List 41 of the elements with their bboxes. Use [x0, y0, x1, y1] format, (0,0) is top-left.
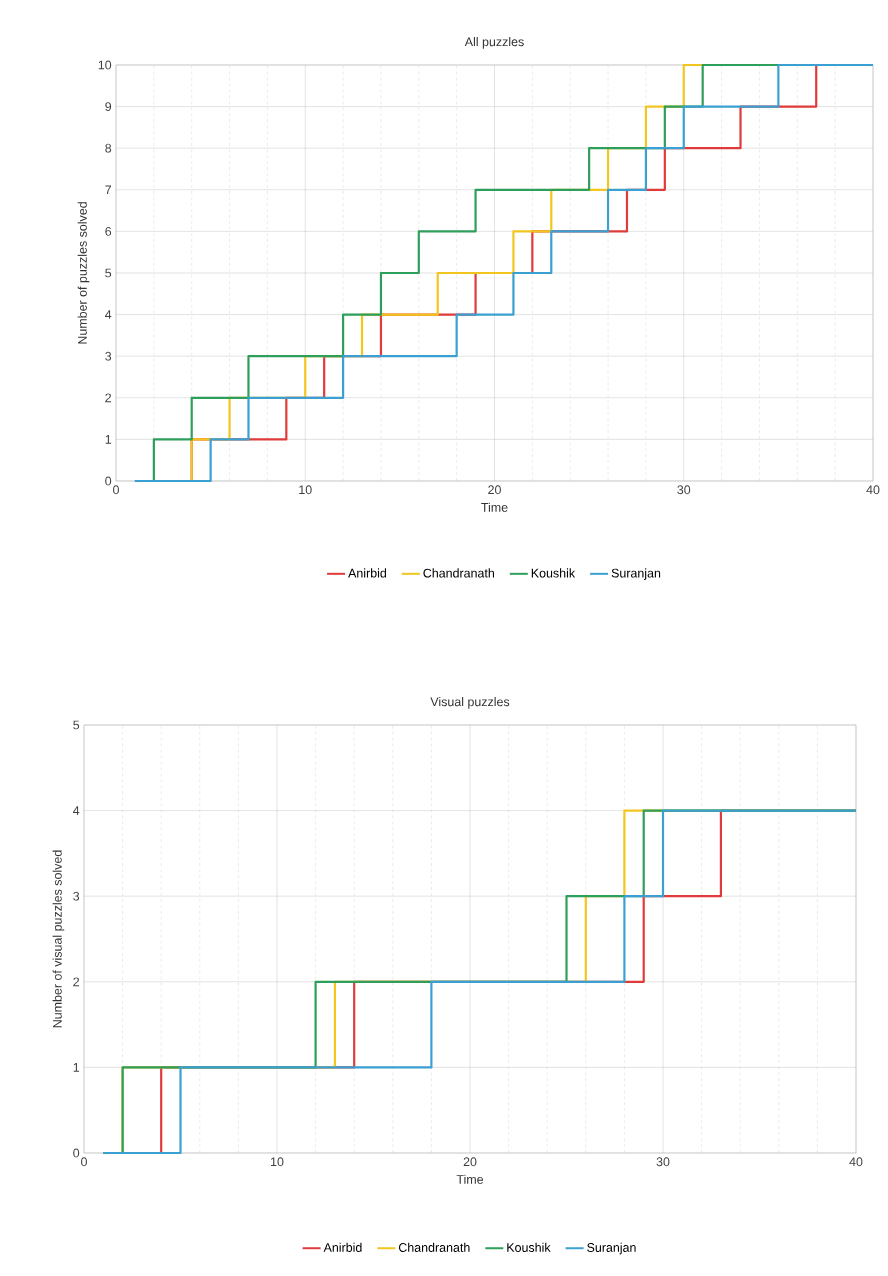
x-tick-label: 20 [488, 485, 501, 495]
legend-label: Chandranath [398, 1242, 470, 1252]
legend-label: Koushik [531, 568, 576, 578]
x-tick-label: 40 [866, 485, 880, 495]
x-axis-title: Time [456, 1174, 484, 1184]
y-tick-label: 2 [73, 977, 80, 987]
y-tick-label: 5 [73, 720, 80, 730]
x-tick-label: 0 [81, 1157, 87, 1167]
y-tick-label: 10 [98, 60, 112, 70]
legend-label: Chandranath [423, 568, 494, 578]
y-tick-label: 0 [73, 1148, 80, 1158]
x-tick-label: 30 [677, 485, 691, 495]
y-tick-label: 3 [73, 891, 80, 901]
y-tick-label: 2 [105, 393, 112, 403]
y-tick-label: 1 [105, 435, 112, 444]
x-tick-label: 10 [271, 1157, 284, 1167]
y-tick-label: 0 [105, 476, 112, 486]
y-tick-label: 3 [105, 351, 112, 361]
legend-label: Suranjan [587, 1242, 636, 1255]
x-tick-label: 40 [849, 1157, 863, 1167]
legend-label: Koushik [507, 1242, 551, 1252]
y-tick-label: 8 [105, 143, 112, 153]
y-axis-title: Number of puzzles solved [77, 202, 90, 344]
x-tick-label: 10 [299, 485, 312, 495]
legend-label: Anirbid [323, 1242, 362, 1252]
chart-title: All puzzles [464, 37, 524, 49]
y-tick-label: 4 [105, 310, 112, 319]
chart-title: Visual puzzles [430, 697, 510, 709]
legend-label: Suranjan [611, 568, 661, 580]
y-tick-label: 1 [73, 1063, 80, 1072]
x-tick-label: 20 [463, 1157, 477, 1167]
y-tick-label: 6 [105, 226, 112, 236]
y-tick-label: 5 [105, 268, 112, 278]
x-axis-title: Time [481, 502, 508, 512]
y-tick-label: 7 [105, 185, 112, 195]
legend-label: Anirbid [348, 568, 387, 578]
y-tick-label: 9 [105, 102, 112, 111]
y-axis-title: Number of visual puzzles solved [52, 850, 65, 1028]
x-tick-label: 30 [656, 1157, 670, 1167]
y-tick-label: 4 [73, 806, 80, 815]
x-tick-label: 0 [113, 485, 119, 495]
